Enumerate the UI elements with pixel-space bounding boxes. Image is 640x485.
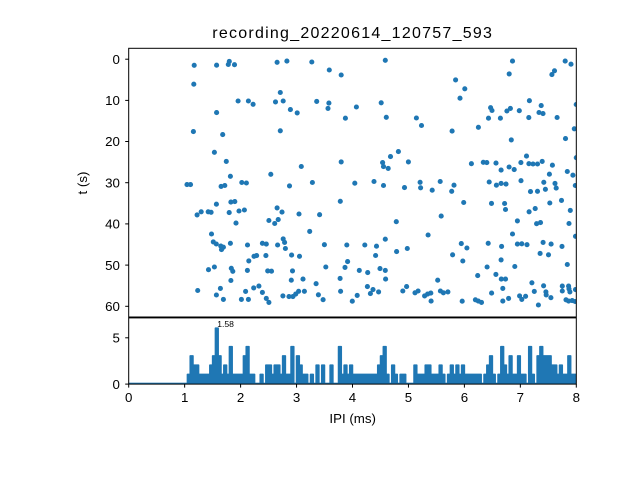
svg-text:0: 0: [125, 390, 132, 405]
svg-text:8: 8: [573, 390, 580, 405]
svg-text:0: 0: [112, 377, 119, 392]
svg-text:2: 2: [237, 390, 244, 405]
svg-text:1.58: 1.58: [217, 319, 234, 329]
svg-text:1: 1: [181, 390, 188, 405]
svg-text:t (s): t (s): [75, 172, 90, 195]
svg-text:20: 20: [105, 134, 120, 149]
svg-text:50: 50: [105, 258, 120, 273]
svg-text:3: 3: [293, 390, 300, 405]
svg-text:IPI (ms): IPI (ms): [329, 411, 376, 426]
svg-text:4: 4: [349, 390, 356, 405]
svg-text:10: 10: [105, 93, 120, 108]
svg-text:0: 0: [112, 52, 119, 67]
svg-text:6: 6: [461, 390, 468, 405]
svg-text:5: 5: [405, 390, 412, 405]
svg-text:60: 60: [105, 299, 120, 314]
svg-text:recording_20220614_120757_593: recording_20220614_120757_593: [212, 25, 493, 42]
svg-text:5: 5: [112, 331, 119, 346]
svg-text:40: 40: [105, 217, 120, 232]
svg-text:30: 30: [105, 175, 120, 190]
svg-text:7: 7: [517, 390, 524, 405]
